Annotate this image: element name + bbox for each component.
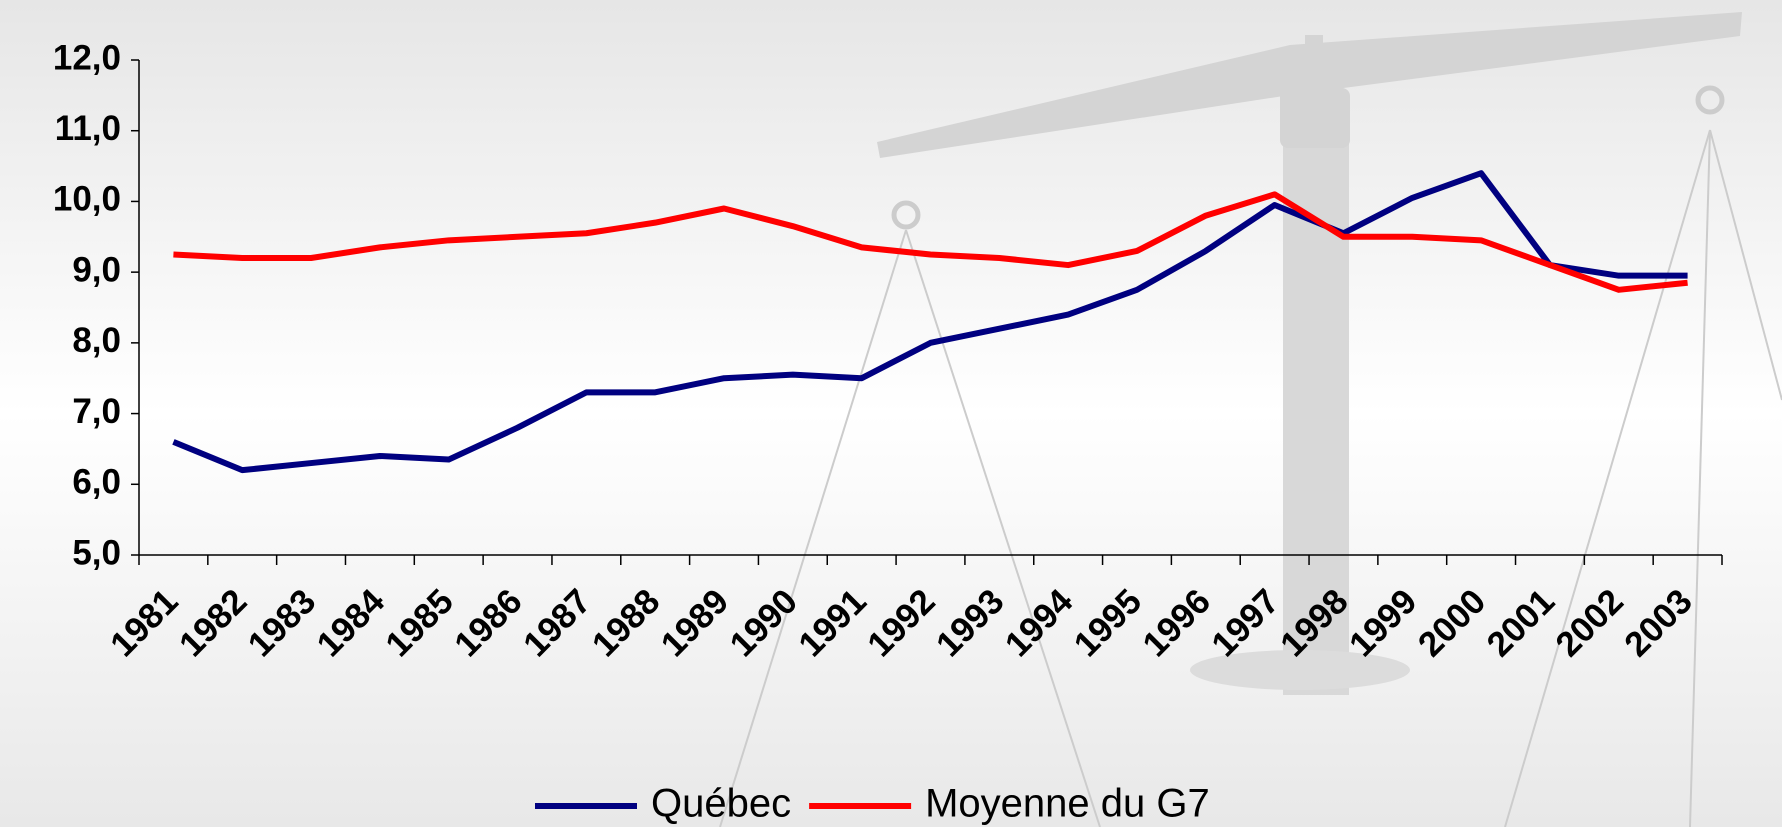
legend-label: Moyenne du G7 [925,782,1210,826]
legend-label: Québec [651,782,791,826]
y-tick-label: 11,0 [55,109,121,148]
chart: 5,06,07,08,09,010,011,012,01981198219831… [0,0,1782,827]
background [0,0,1782,827]
y-tick-label: 10,0 [53,180,121,219]
y-tick-label: 8,0 [72,321,121,360]
y-tick-label: 7,0 [72,392,121,431]
y-tick-label: 6,0 [72,463,121,502]
y-tick-label: 9,0 [72,250,121,289]
y-tick-label: 12,0 [53,38,121,77]
y-tick-label: 5,0 [72,533,121,572]
